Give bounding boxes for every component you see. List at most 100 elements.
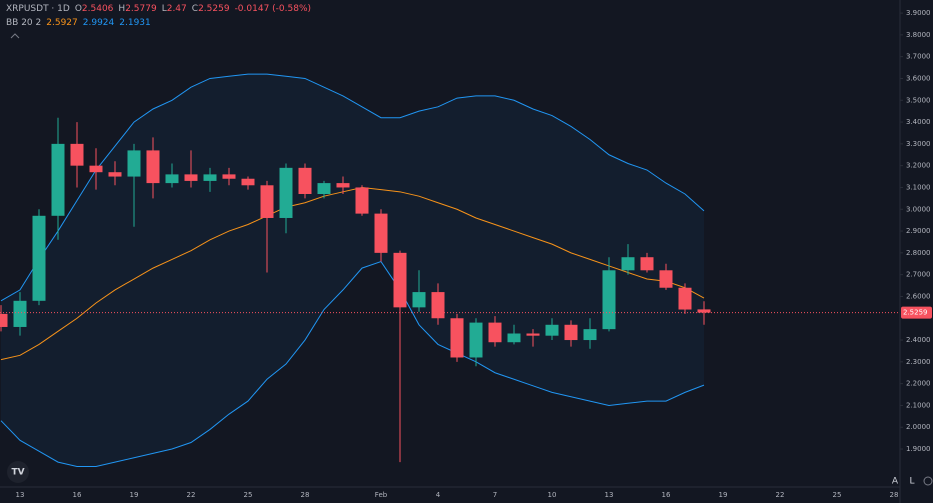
basis-value: 2.5927 <box>46 18 78 28</box>
y-tick-label: 3.1000 <box>906 183 931 191</box>
candle-body <box>583 329 597 341</box>
y-tick-label: 3.3000 <box>906 140 931 148</box>
candle-body <box>241 178 255 186</box>
candle-body <box>450 318 464 358</box>
ohlc-key: C <box>192 4 198 14</box>
x-tick-label: 28 <box>301 491 310 499</box>
candle-body <box>355 187 369 214</box>
x-tick-label: 28 <box>890 491 899 499</box>
collapse-button[interactable] <box>10 33 20 39</box>
candle-body <box>640 257 654 271</box>
y-tick-label: 3.9000 <box>906 9 931 17</box>
y-tick-label: 3.6000 <box>906 74 931 82</box>
candle-body <box>317 183 331 194</box>
x-tick-label: 16 <box>73 491 82 499</box>
candle-body <box>279 167 293 218</box>
ohlc-value: 2.5259 <box>198 4 230 14</box>
y-tick-label: 3.8000 <box>906 31 931 39</box>
indicator-legend: BB 20 2 2.5927 2.9924 2.1931 <box>6 18 151 28</box>
ohlc-key: O <box>75 4 82 14</box>
symbol-legend: XRPUSDT · 1D O2.5406 H2.5779 L2.47 C2.5259 -0… <box>6 4 311 14</box>
ohlc-value: 2.5779 <box>125 4 157 14</box>
x-tick-label: 19 <box>719 491 728 499</box>
candle-body <box>298 167 312 194</box>
candle-body <box>89 165 103 173</box>
candle-body <box>374 213 388 253</box>
candle-body <box>564 324 578 341</box>
ohlc-key: L <box>162 4 167 14</box>
candle-body <box>32 215 46 301</box>
candle-body <box>412 292 426 308</box>
candle-body <box>51 143 65 216</box>
candle-body <box>526 333 540 336</box>
symbol: XRPUSDT · 1D <box>6 4 70 14</box>
candle-body <box>697 309 711 313</box>
candle-body <box>545 324 559 336</box>
candle-body <box>507 333 521 343</box>
candle-body <box>659 270 673 288</box>
x-tick-label: 19 <box>130 491 139 499</box>
basis-line <box>0 186 705 361</box>
candle-body <box>488 322 502 343</box>
lower-value: 2.1931 <box>119 18 151 28</box>
x-tick-label: 22 <box>187 491 196 499</box>
y-tick-label: 1.9000 <box>906 445 931 453</box>
indicator-name: BB 20 2 <box>6 18 41 28</box>
x-tick-label: 7 <box>493 491 497 499</box>
candle-body <box>336 183 350 188</box>
x-tick-label: 22 <box>776 491 785 499</box>
candle-body <box>678 287 692 310</box>
scale-button[interactable]: A <box>892 477 899 487</box>
x-tick-label: 16 <box>662 491 671 499</box>
upper-value: 2.9924 <box>83 18 115 28</box>
y-tick-label: 2.8000 <box>906 249 931 257</box>
y-tick-label: 2.7000 <box>906 271 931 279</box>
candle-body <box>260 185 274 218</box>
last-price-tag <box>901 306 932 319</box>
ohlc-value: 2.47 <box>167 4 187 14</box>
candle-body <box>0 313 8 327</box>
y-tick-label: 2.6000 <box>906 292 931 300</box>
last-price-label: 2.5259 <box>903 309 928 317</box>
scale-button[interactable]: L <box>909 477 914 487</box>
candle-body <box>13 300 27 327</box>
ohlc-key: H <box>118 4 125 14</box>
y-tick-label: 2.2000 <box>906 380 931 388</box>
candle-body <box>621 257 635 271</box>
y-tick-label: 3.7000 <box>906 53 931 61</box>
candle-body <box>146 150 160 184</box>
candle-body <box>203 174 217 181</box>
y-tick-label: 2.9000 <box>906 227 931 235</box>
settings-icon[interactable] <box>923 476 933 486</box>
x-tick-label: 25 <box>244 491 253 499</box>
y-tick-label: 2.3000 <box>906 358 931 366</box>
y-tick-label: 2.0000 <box>906 423 931 431</box>
change: -0.0147 (-0.58%) <box>235 4 311 14</box>
svg-text:TV: TV <box>11 468 24 478</box>
candle-body <box>393 252 407 308</box>
candle-body <box>222 174 236 179</box>
band-fill <box>1 74 704 467</box>
x-tick-label: 10 <box>548 491 557 499</box>
candle-body <box>602 270 616 330</box>
y-tick-label: 2.1000 <box>906 401 931 409</box>
y-tick-label: 2.4000 <box>906 336 931 344</box>
lower-band <box>0 260 705 467</box>
y-tick-label: 3.2000 <box>906 162 931 170</box>
y-tick-label: 3.5000 <box>906 96 931 104</box>
tv-logo: TV <box>7 461 29 483</box>
x-tick-label: 13 <box>16 491 25 499</box>
x-tick-label: 4 <box>436 491 441 499</box>
x-tick-label: 25 <box>833 491 842 499</box>
ohlc-value: 2.5406 <box>82 4 114 14</box>
candle-body <box>127 150 141 177</box>
y-tick-label: 3.0000 <box>906 205 931 213</box>
candle-body <box>431 292 445 319</box>
candle-body <box>108 172 122 177</box>
upper-band <box>0 73 705 302</box>
candle-body <box>165 174 179 184</box>
candle-body <box>469 322 483 358</box>
candle-body <box>184 174 198 181</box>
